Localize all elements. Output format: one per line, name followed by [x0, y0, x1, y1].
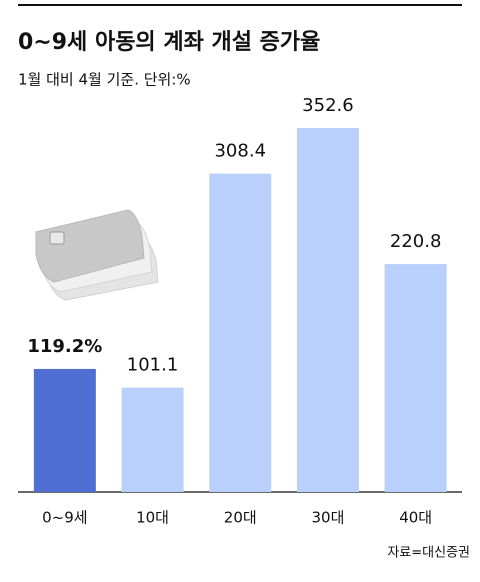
x-tick-label: 0~9세 — [42, 509, 87, 527]
bar — [384, 264, 447, 492]
bar — [121, 387, 184, 492]
value-label: 352.6 — [302, 95, 354, 116]
value-label: 119.2% — [27, 336, 102, 357]
value-label: 101.1 — [127, 355, 179, 376]
x-tick-label: 10대 — [136, 509, 169, 527]
card-illustration — [35, 209, 159, 301]
bar — [296, 128, 359, 492]
source: 자료=대신증권 — [387, 546, 470, 561]
chart-title: 0~9세 아동의 계좌 개설 증가율 — [18, 30, 320, 55]
bar — [33, 368, 96, 492]
chart-subtitle: 1월 대비 4월 기준. 단위:% — [18, 71, 191, 89]
x-tick-label: 20대 — [224, 509, 257, 527]
x-tick-label: 40대 — [399, 509, 432, 527]
x-tick-label: 30대 — [312, 509, 345, 527]
bar — [209, 173, 272, 493]
value-label: 308.4 — [214, 141, 266, 162]
value-label: 220.8 — [390, 231, 442, 252]
